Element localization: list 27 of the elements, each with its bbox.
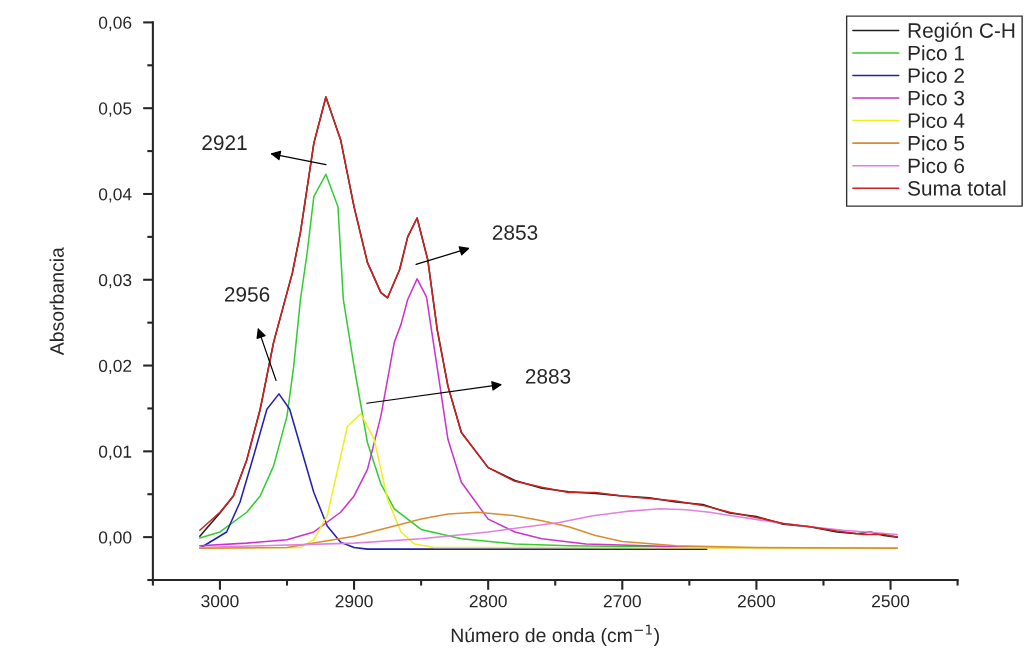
- x-axis-title: Número de onda (cm$^{−1}$): [451, 624, 659, 647]
- legend-label: Pico 3: [908, 90, 965, 106]
- annotation: 2921: [202, 135, 247, 151]
- legend-label: Región C-H: [908, 22, 1015, 43]
- annotation: 2883: [525, 369, 571, 384]
- y-tick-label: 0,05: [98, 102, 132, 117]
- y-tick-label: 0,00: [98, 531, 132, 546]
- x-tick-label: 2700: [603, 595, 641, 608]
- x-tick-label: 2800: [469, 595, 507, 608]
- legend-label: Suma total: [908, 180, 1006, 196]
- y-tick-label: 0,03: [98, 273, 132, 289]
- legend-label: Pico 2: [908, 67, 964, 83]
- legend-label: Pico 4: [908, 112, 965, 129]
- y-tick-label: 0,04: [98, 188, 132, 203]
- legend-label: Pico 1: [908, 45, 964, 61]
- x-tick-label: 2900: [335, 595, 373, 608]
- y-tick-label: 0,06: [98, 16, 132, 31]
- legend-label: Pico 6: [908, 157, 965, 174]
- y-axis-title: Absorbancia: [49, 247, 64, 356]
- y-tick-label: 0,02: [98, 359, 132, 375]
- y-tick-label: 0,01: [98, 445, 132, 460]
- annotation: 2853: [492, 225, 538, 240]
- legend-label: Pico 5: [908, 135, 965, 151]
- annotation: 2956: [224, 287, 270, 302]
- x-tick-label: 3000: [201, 595, 239, 608]
- x-tick-label: 2600: [737, 595, 776, 608]
- x-tick-label: 2500: [872, 595, 910, 608]
